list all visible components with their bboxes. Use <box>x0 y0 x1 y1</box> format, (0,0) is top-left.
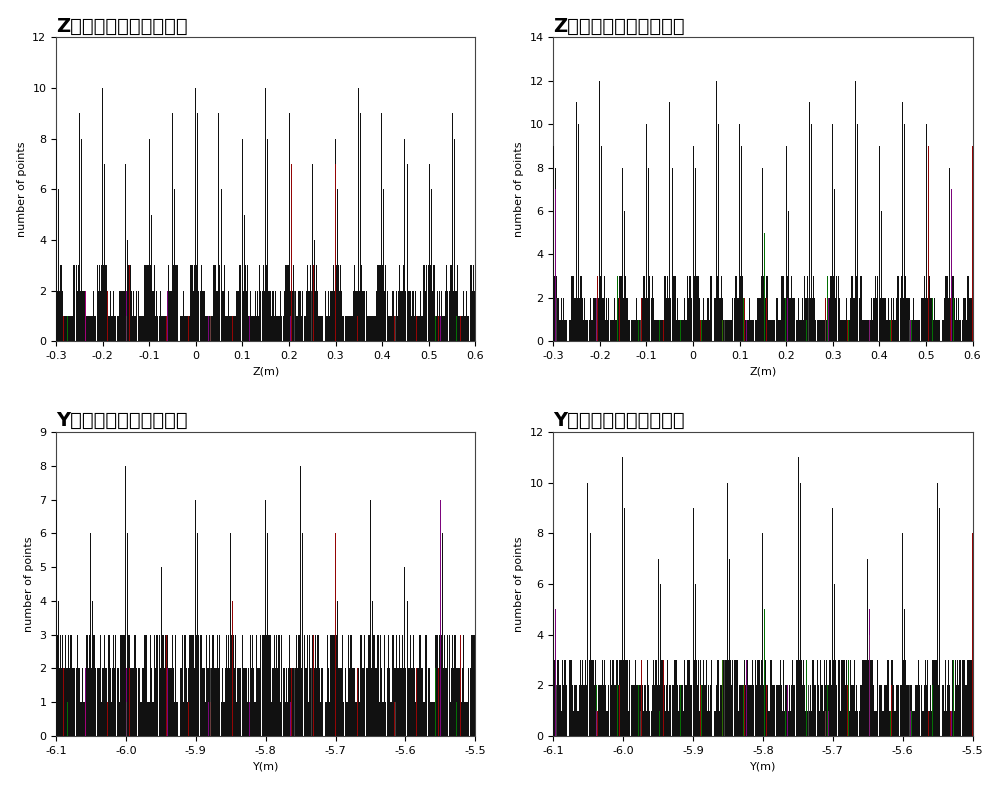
X-axis label: Z(m): Z(m) <box>252 366 279 377</box>
Y-axis label: number of points: number of points <box>24 537 34 632</box>
X-axis label: Y(m): Y(m) <box>252 761 279 771</box>
Text: Z方向线密度变化周期１: Z方向线密度变化周期１ <box>56 17 188 35</box>
Y-axis label: number of points: number of points <box>514 142 524 237</box>
X-axis label: Z(m): Z(m) <box>749 366 777 377</box>
Text: Y方向线密度变化周期１: Y方向线密度变化周期１ <box>56 411 188 430</box>
Text: Z方向线密度变化周期２: Z方向线密度变化周期２ <box>553 17 685 35</box>
Text: Y方向线密度变化周期２: Y方向线密度变化周期２ <box>553 411 685 430</box>
Y-axis label: number of points: number of points <box>514 537 524 632</box>
X-axis label: Y(m): Y(m) <box>750 761 776 771</box>
Y-axis label: number of points: number of points <box>17 142 27 237</box>
